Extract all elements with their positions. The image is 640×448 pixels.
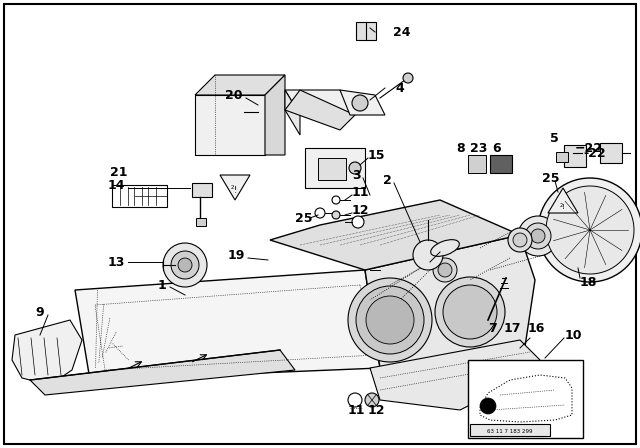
Polygon shape — [548, 188, 578, 213]
Circle shape — [438, 263, 452, 277]
Circle shape — [352, 216, 364, 228]
Bar — [468, 155, 486, 173]
Text: 15: 15 — [368, 148, 385, 161]
Text: 63 11 7 183 299: 63 11 7 183 299 — [487, 428, 532, 434]
Polygon shape — [285, 90, 355, 130]
Circle shape — [332, 211, 340, 219]
Text: !: ! — [561, 204, 564, 210]
Polygon shape — [195, 75, 285, 95]
Polygon shape — [30, 350, 295, 395]
Text: 2: 2 — [230, 185, 234, 190]
Circle shape — [365, 393, 379, 407]
Text: −22: −22 — [575, 142, 603, 155]
Text: 25: 25 — [295, 211, 312, 224]
Circle shape — [403, 73, 413, 83]
Bar — [564, 145, 586, 167]
Circle shape — [178, 258, 192, 272]
Circle shape — [366, 296, 414, 344]
Bar — [470, 424, 550, 436]
Text: 14: 14 — [108, 178, 125, 191]
Bar — [196, 218, 206, 226]
Circle shape — [525, 223, 551, 249]
Circle shape — [513, 233, 527, 247]
Polygon shape — [370, 340, 540, 410]
Text: 5: 5 — [550, 132, 559, 145]
Polygon shape — [265, 75, 285, 155]
Text: 25: 25 — [542, 172, 559, 185]
Text: 1: 1 — [158, 279, 167, 292]
Polygon shape — [365, 235, 535, 380]
Text: 8: 8 — [456, 142, 465, 155]
Text: 7: 7 — [488, 322, 497, 335]
Text: 13: 13 — [108, 255, 125, 268]
Circle shape — [352, 95, 368, 111]
Circle shape — [480, 398, 496, 414]
Circle shape — [508, 228, 532, 252]
Text: 9: 9 — [35, 306, 44, 319]
Text: 21: 21 — [110, 165, 127, 178]
Circle shape — [163, 243, 207, 287]
Text: -22: -22 — [583, 146, 605, 159]
Polygon shape — [340, 90, 385, 115]
Polygon shape — [305, 148, 365, 188]
Bar — [318, 158, 346, 180]
Circle shape — [518, 216, 558, 256]
Text: 16: 16 — [528, 322, 545, 335]
Text: 20: 20 — [225, 89, 243, 102]
Text: 6: 6 — [492, 142, 500, 155]
Bar — [556, 152, 568, 162]
Polygon shape — [285, 90, 300, 135]
Polygon shape — [75, 270, 380, 380]
Text: 3: 3 — [352, 168, 360, 181]
Text: 2: 2 — [559, 202, 563, 207]
Bar — [356, 22, 376, 40]
Circle shape — [546, 186, 634, 274]
Circle shape — [435, 277, 505, 347]
Bar — [490, 155, 512, 173]
Text: 12: 12 — [352, 203, 369, 216]
Text: 18: 18 — [580, 276, 597, 289]
Text: 12: 12 — [368, 404, 385, 417]
Ellipse shape — [431, 240, 460, 256]
Circle shape — [443, 285, 497, 339]
Bar — [600, 143, 622, 163]
Circle shape — [348, 393, 362, 407]
Text: 2: 2 — [383, 173, 392, 186]
Text: 24: 24 — [393, 26, 410, 39]
Polygon shape — [12, 320, 82, 385]
Circle shape — [356, 286, 424, 354]
Text: 11: 11 — [348, 404, 365, 417]
Circle shape — [315, 208, 325, 218]
Circle shape — [433, 258, 457, 282]
Polygon shape — [270, 200, 520, 270]
Text: 23: 23 — [470, 142, 488, 155]
Bar — [192, 183, 212, 197]
Circle shape — [348, 278, 432, 362]
Text: !: ! — [234, 185, 237, 194]
Text: 11: 11 — [352, 185, 369, 198]
Bar — [468, 360, 583, 438]
Text: 17: 17 — [504, 322, 522, 335]
Circle shape — [531, 229, 545, 243]
Polygon shape — [195, 95, 265, 155]
Text: 19: 19 — [228, 249, 245, 262]
Text: 10: 10 — [565, 328, 582, 341]
Circle shape — [413, 240, 443, 270]
Circle shape — [538, 178, 640, 282]
Bar — [112, 185, 167, 207]
Circle shape — [332, 196, 340, 204]
Polygon shape — [285, 90, 355, 115]
Circle shape — [171, 251, 199, 279]
Text: 4: 4 — [395, 82, 404, 95]
Polygon shape — [220, 175, 250, 200]
Circle shape — [349, 162, 361, 174]
